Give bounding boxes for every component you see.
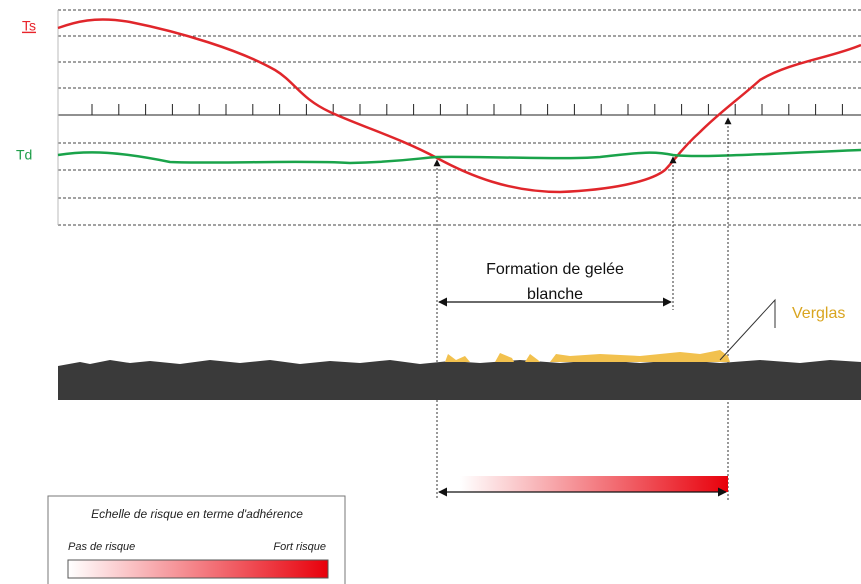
legend-low: Pas de risque <box>68 541 135 553</box>
diagram: Ts Td Formation de gelée blanche Verglas… <box>0 0 861 584</box>
guide-lines <box>437 118 728 500</box>
road <box>58 360 861 400</box>
grid <box>58 10 861 225</box>
frost-label: Formation de gelée <box>486 261 624 278</box>
frost-deposit <box>445 350 730 362</box>
frost-label: blanche <box>527 286 583 303</box>
legend: Echelle de risque en terme d'adhérence P… <box>48 496 345 584</box>
ts-curve <box>58 20 861 192</box>
td-label: Td <box>16 147 32 163</box>
legend-high: Fort risque <box>273 541 326 553</box>
risk-bar <box>460 476 728 492</box>
td-curve <box>58 150 861 163</box>
legend-scale <box>68 560 328 578</box>
ts-label: Ts <box>22 18 36 34</box>
verglas-label: Verglas <box>792 305 845 322</box>
legend-title: Echelle de risque en terme d'adhérence <box>91 507 303 521</box>
